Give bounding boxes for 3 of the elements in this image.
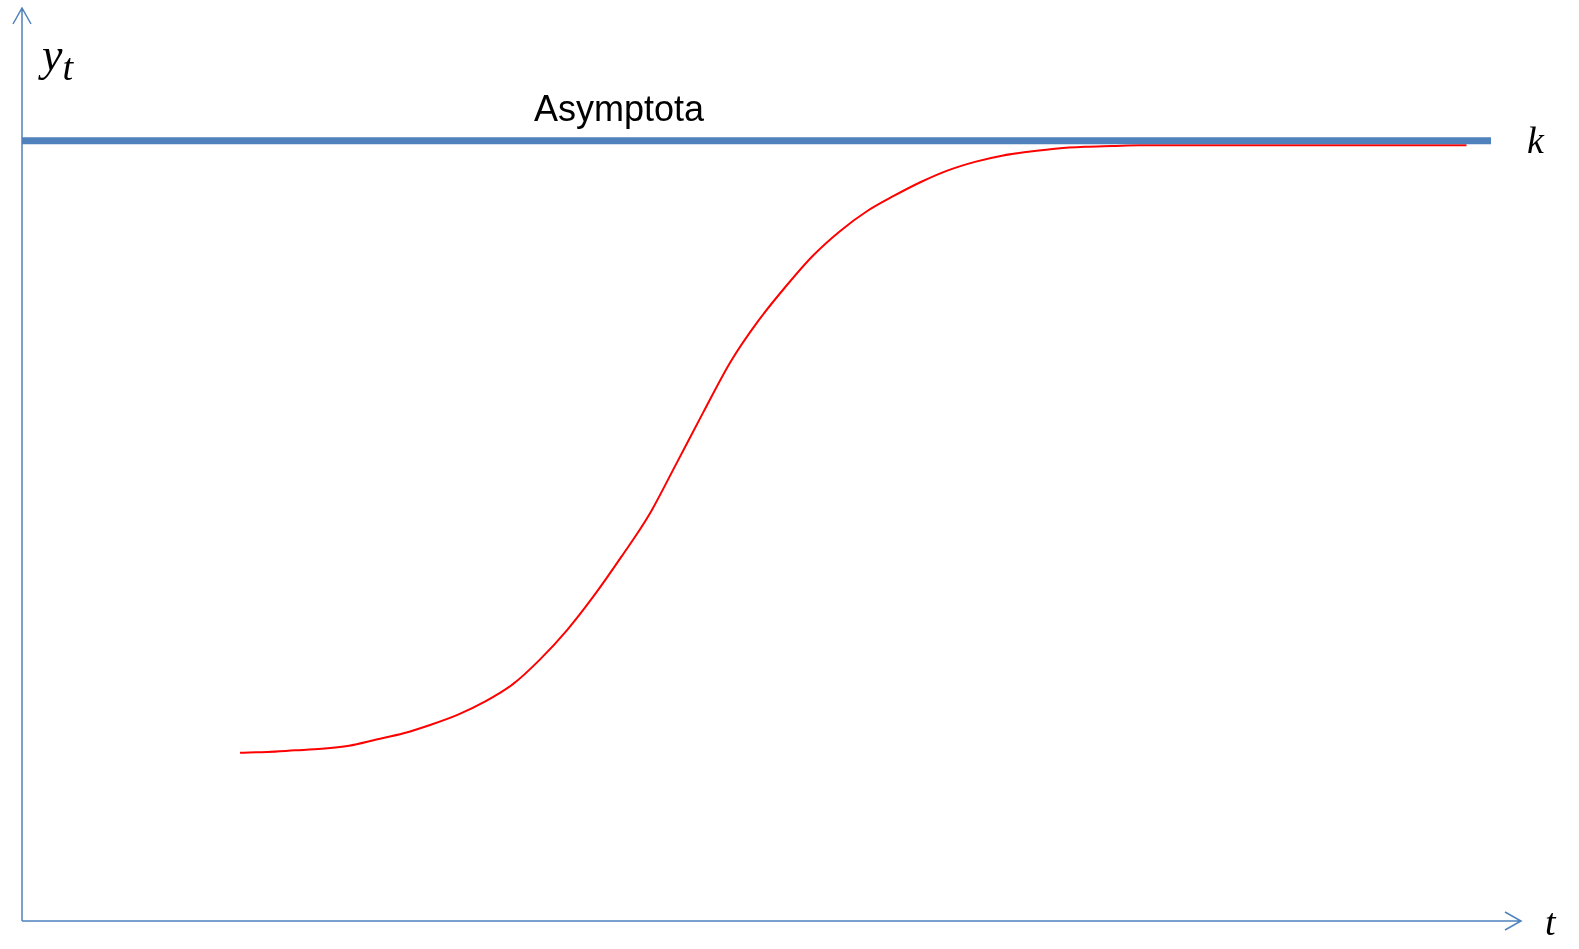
text: Asymptota xyxy=(534,87,706,129)
x-axis-title: t xyxy=(1545,900,1556,944)
ref-line-label: k xyxy=(1527,118,1545,161)
